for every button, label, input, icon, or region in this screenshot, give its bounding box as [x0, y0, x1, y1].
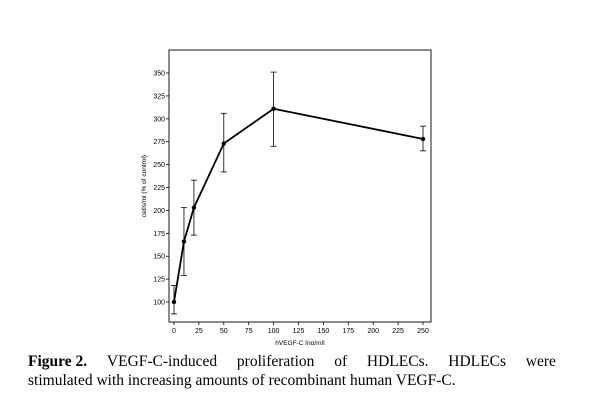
x-tick-label: 25 [195, 328, 203, 335]
figure-caption: Figure 2. VEGF-C-induced proliferation o… [28, 352, 556, 390]
x-tick-label: 100 [268, 328, 280, 335]
y-tick-label: 200 [153, 208, 165, 215]
caption-word: HDLECs. [366, 353, 429, 370]
caption-line-1: Figure 2. VEGF-C-induced proliferation o… [28, 352, 556, 371]
x-tick-label: 200 [367, 328, 379, 335]
y-tick-label: 150 [153, 254, 165, 261]
data-point [420, 136, 426, 142]
y-tick-label: 325 [153, 93, 165, 100]
x-tick-label: 225 [392, 328, 404, 335]
chart: 100 125 150 175 200 225 250 275 300 325 350 0 25 50 75… [141, 49, 432, 345]
y-tick-label: 350 [153, 71, 165, 78]
x-tick-label: 75 [245, 328, 253, 335]
y-tick-label: 100 [153, 300, 165, 307]
y-tick-label: 125 [153, 277, 165, 284]
data-point [181, 239, 187, 244]
caption-word: VEGF-C-induced [106, 353, 218, 370]
x-tick-label: 125 [293, 328, 305, 335]
x-tick-label: 250 [417, 328, 429, 335]
plot-frame [168, 49, 432, 323]
y-tick-label: 250 [153, 162, 165, 169]
x-tick-label: 0 [172, 328, 176, 335]
chart-svg: 100 125 150 175 200 225 250 275 300 325 350 0 25 50 75… [141, 49, 432, 345]
series-line [173, 107, 424, 303]
caption-word: were [525, 353, 556, 370]
y-tick-label: 300 [153, 116, 165, 123]
x-axis-title: hVEGF-C [ng/ml] [275, 340, 325, 345]
caption-word: of [334, 353, 348, 370]
figure-label: Figure 2. [28, 353, 88, 370]
y-tick-label: 225 [153, 185, 165, 192]
data-point [171, 299, 177, 305]
x-tick-label: 50 [220, 328, 228, 335]
y-tick-label: 275 [153, 139, 165, 146]
x-tick-label: 150 [318, 328, 330, 335]
caption-word: proliferation [236, 353, 315, 370]
x-tick-label: 175 [342, 328, 354, 335]
y-tick-label: 175 [153, 231, 165, 238]
caption-line-2: stimulated with increasing amounts of re… [28, 372, 456, 389]
y-axis-title: cells/ml (% of control) [141, 155, 148, 217]
data-point [221, 141, 226, 146]
caption-word: HDLECs [448, 353, 506, 370]
data-point [271, 106, 276, 111]
data-point [191, 205, 197, 210]
